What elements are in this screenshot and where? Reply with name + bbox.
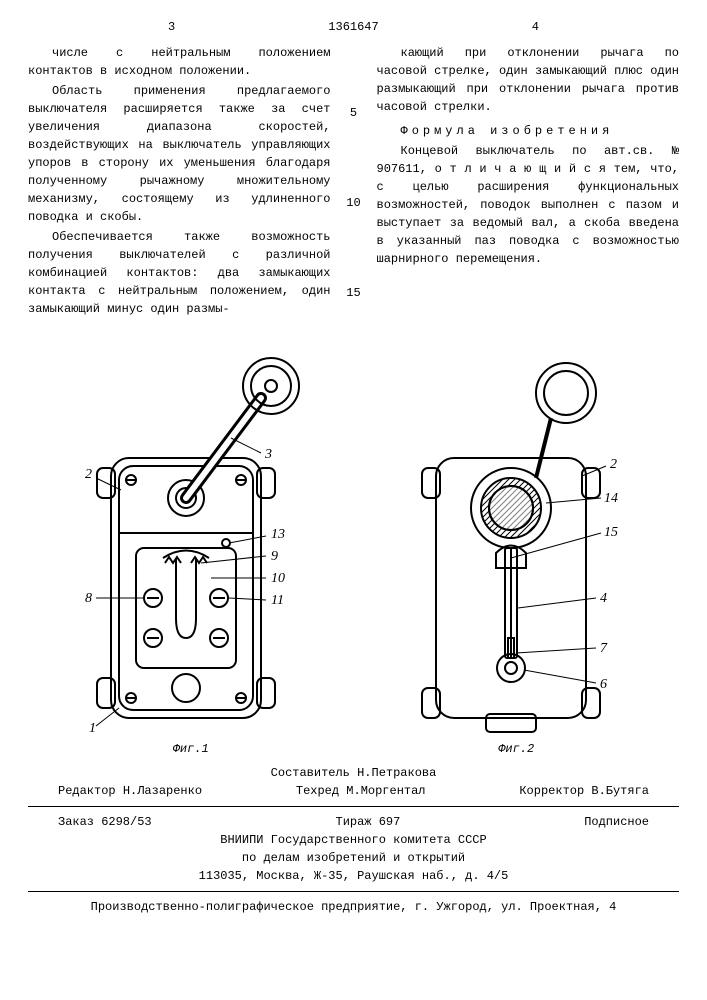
divider (28, 806, 679, 807)
org-line-2: по делам изобретений и открытий (28, 849, 679, 867)
composer-line: Составитель Н.Петракова (28, 764, 679, 782)
order-number: Заказ 6298/53 (58, 813, 152, 831)
paragraph: Обеспечивается также возможность получен… (28, 228, 331, 318)
credits-block: Составитель Н.Петракова Редактор Н.Лазар… (28, 764, 679, 800)
callout: 2 (610, 457, 617, 472)
figure-1: 1 2 3 8 9 10 11 13 Фиг.1 (61, 338, 321, 758)
callout: 7 (600, 641, 608, 656)
line-number-gutter: 5 10 15 (345, 44, 363, 320)
corrector: Корректор В.Бутяга (519, 782, 649, 800)
printer-line: Производственно-полиграфическое предприя… (28, 898, 679, 916)
page-num-right: 4 (532, 18, 539, 36)
figure-2-svg: 2 4 6 7 14 15 (386, 338, 646, 738)
figure-2-label: Фиг.2 (386, 740, 646, 758)
document-number: 1361647 (328, 18, 378, 36)
divider (28, 891, 679, 892)
paragraph: числе с нейтральным положением контактов… (28, 44, 331, 80)
address: 113035, Москва, Ж-35, Раушская наб., д. … (28, 867, 679, 885)
callout: 14 (604, 491, 618, 506)
credits-row: Редактор Н.Лазаренко Техред М.Моргентал … (28, 782, 679, 800)
page-num-left: 3 (168, 18, 175, 36)
paragraph: Область применения предлагаемого выключа… (28, 82, 331, 226)
right-column: кающий при отклонении рычага по часовой … (377, 44, 680, 320)
line-number: 10 (346, 194, 360, 212)
callout: 11 (271, 593, 284, 608)
subscription: Подписное (584, 813, 649, 831)
callout: 15 (604, 525, 618, 540)
tirazh: Тираж 697 (336, 813, 401, 831)
formula-title: Формула изобретения (377, 122, 680, 140)
callout: 9 (271, 549, 278, 564)
composer-name: Н.Петракова (357, 766, 436, 780)
line-number: 15 (346, 284, 360, 302)
composer-label: Составитель (271, 766, 350, 780)
figure-1-label: Фиг.1 (61, 740, 321, 758)
callout: 3 (264, 447, 272, 462)
callout: 10 (271, 571, 285, 586)
figures-row: 1 2 3 8 9 10 11 13 Фиг.1 (28, 338, 679, 758)
callout: 13 (271, 527, 285, 542)
order-row: Заказ 6298/53 Тираж 697 Подписное (28, 813, 679, 831)
editor: Редактор Н.Лазаренко (58, 782, 202, 800)
callout: 6 (600, 677, 607, 692)
callout: 2 (85, 467, 92, 482)
page-header: 3 1361647 4 (28, 18, 679, 38)
body-columns: числе с нейтральным положением контактов… (28, 44, 679, 320)
paragraph: кающий при отклонении рычага по часовой … (377, 44, 680, 116)
techred: Техред М.Моргентал (296, 782, 426, 800)
figure-1-svg: 1 2 3 8 9 10 11 13 (61, 338, 321, 738)
callout: 1 (89, 721, 96, 736)
figure-2: 2 4 6 7 14 15 Фиг.2 (386, 338, 646, 758)
callout: 8 (85, 591, 92, 606)
paragraph: Концевой выключатель по авт.св. № 907611… (377, 142, 680, 268)
callout: 4 (600, 591, 607, 606)
line-number: 5 (350, 104, 357, 122)
org-line-1: ВНИИПИ Государственного комитета СССР (28, 831, 679, 849)
left-column: числе с нейтральным положением контактов… (28, 44, 331, 320)
footer-block: Заказ 6298/53 Тираж 697 Подписное ВНИИПИ… (28, 813, 679, 885)
